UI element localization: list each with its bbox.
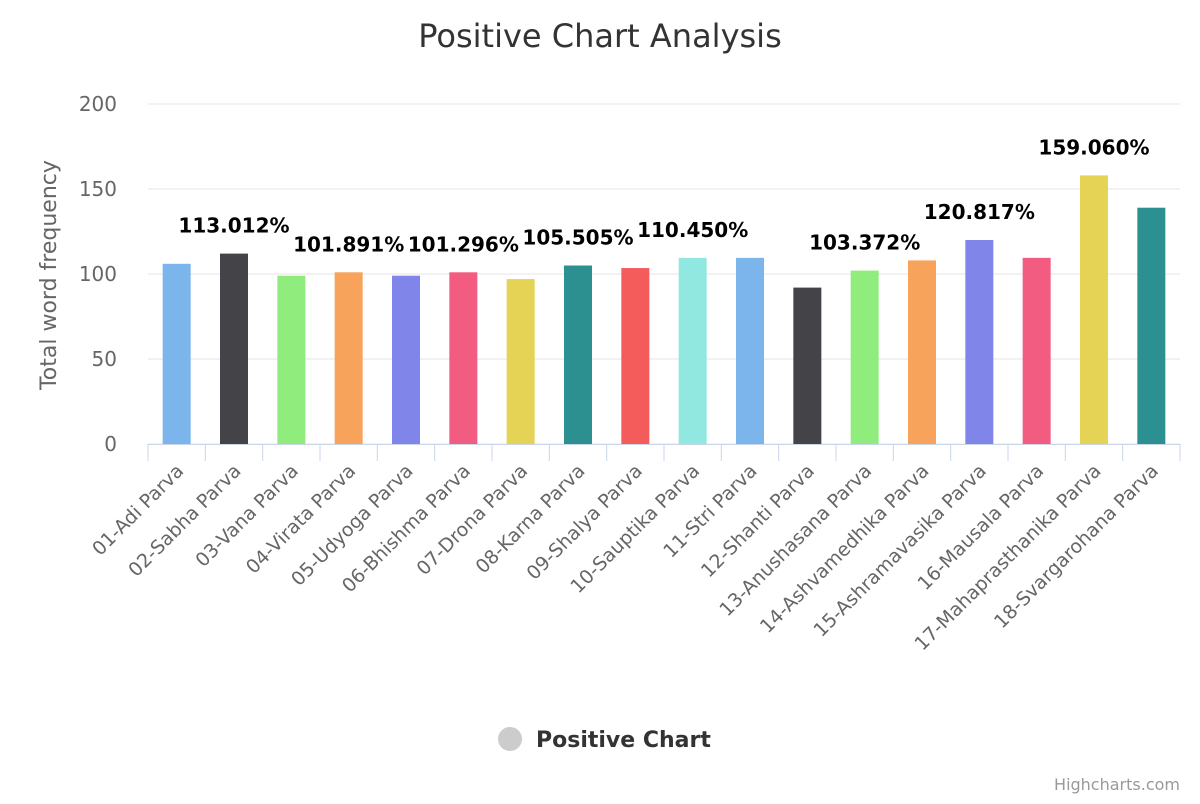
bar-1: [162, 263, 191, 444]
chart-title: Positive Chart Analysis: [418, 17, 781, 55]
bar-5: [392, 275, 420, 444]
bar-11: [736, 257, 764, 444]
y-tick-label-0: 0: [104, 432, 117, 456]
data-labels: 113.012%101.891% 101.296% 105.505% 110.450%…: [178, 135, 1149, 256]
bar-3: [277, 275, 306, 444]
data-label-13: 103.372%: [809, 231, 920, 255]
y-tick-label-50: 50: [92, 347, 117, 371]
legend-item-positive-chart[interactable]: Positive Chart: [536, 728, 711, 753]
y-axis-ticks: 0 50 100 150 200: [79, 92, 117, 456]
data-label-17: 159.060%: [1038, 135, 1149, 159]
data-label-6: 101.296%: [408, 232, 519, 256]
bar-9: [621, 268, 650, 444]
bar-4: [334, 272, 363, 444]
bar-13: [850, 270, 879, 444]
bar-6: [449, 272, 478, 444]
bar-15: [965, 240, 994, 444]
bar-16: [1022, 257, 1051, 444]
x-tick-label-3: 03-Vana Parva: [191, 460, 303, 572]
data-label-4: 101.891%: [293, 232, 404, 256]
data-label-15: 120.817%: [924, 200, 1035, 224]
y-tick-label-100: 100: [79, 262, 117, 286]
bar-14: [908, 260, 936, 444]
data-label-10: 110.450%: [637, 218, 748, 242]
bar-12: [793, 287, 822, 444]
bars: [162, 175, 1166, 444]
bar-8: [564, 265, 592, 444]
y-axis-label: Total word frequency: [37, 160, 62, 391]
bar-2: [220, 253, 248, 444]
bar-7: [506, 279, 535, 444]
legend-symbol[interactable]: [498, 727, 522, 751]
legend[interactable]: Positive Chart: [498, 727, 711, 753]
y-tick-label-200: 200: [79, 92, 117, 116]
credits-link[interactable]: Highcharts.com: [1054, 775, 1180, 794]
bar-10: [678, 257, 707, 444]
bar-17: [1080, 175, 1108, 444]
y-tick-label-150: 150: [79, 177, 117, 201]
data-label-2: 113.012%: [178, 214, 289, 238]
data-label-8: 105.505%: [522, 226, 633, 250]
bar-18: [1137, 207, 1166, 444]
x-axis: [147, 444, 1181, 461]
